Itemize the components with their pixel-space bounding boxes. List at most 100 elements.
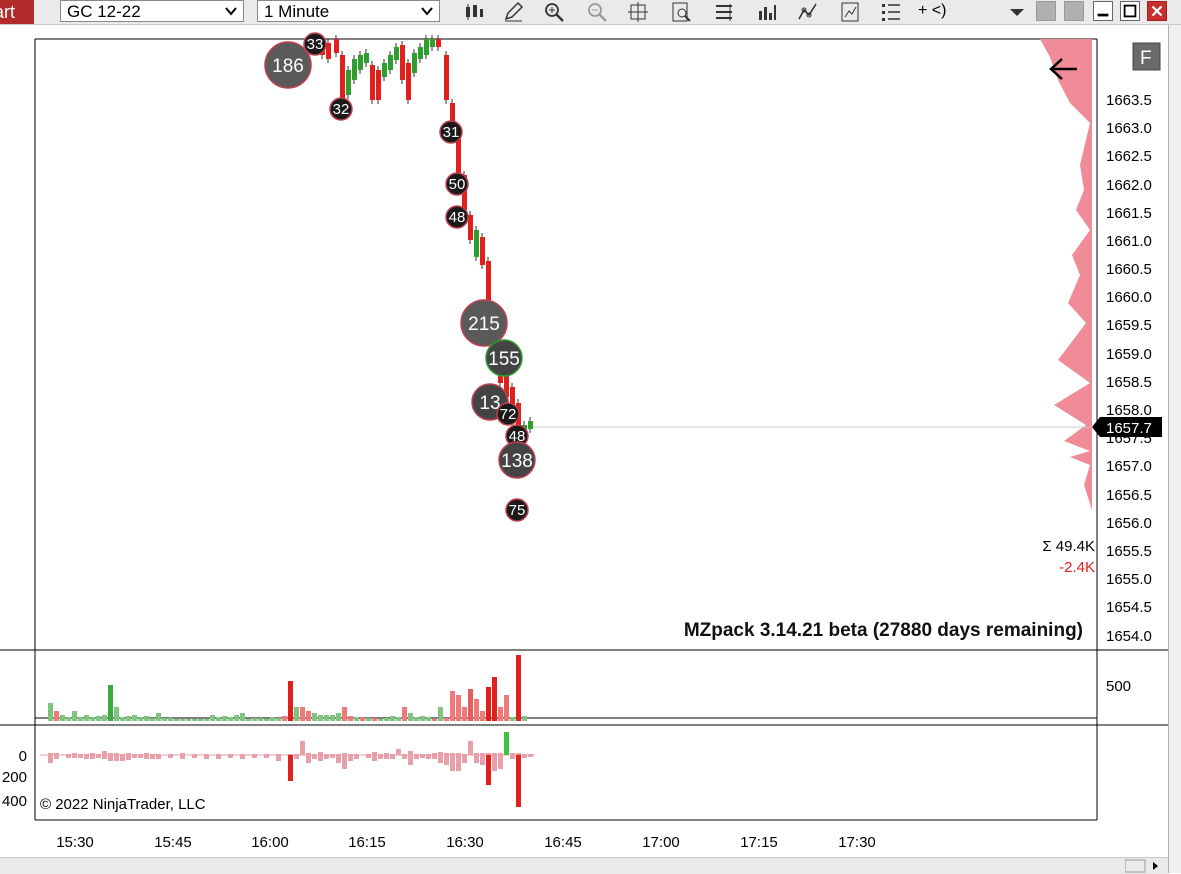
horizontal-scrollbar[interactable] bbox=[0, 857, 1168, 874]
flatten-button[interactable]: F bbox=[1132, 42, 1161, 71]
window-button-b[interactable] bbox=[1064, 1, 1084, 21]
bubble-label: 75 bbox=[509, 502, 526, 519]
crosshair-icon[interactable] bbox=[627, 1, 649, 23]
current-price-tag: 1657.7 bbox=[1092, 417, 1162, 437]
volume-bar bbox=[72, 711, 77, 721]
hot-keys-icon[interactable] bbox=[839, 1, 861, 23]
right-scroll-edge[interactable] bbox=[1168, 25, 1181, 873]
candle bbox=[412, 53, 417, 73]
close-icon[interactable] bbox=[1147, 1, 1167, 21]
strategies-icon[interactable] bbox=[756, 1, 778, 23]
delta-bar bbox=[516, 755, 521, 807]
volume-bar bbox=[498, 707, 503, 721]
delta-bar bbox=[354, 754, 359, 755]
delta-bar bbox=[318, 755, 323, 761]
price-tick-label: 1662.0 bbox=[1106, 177, 1152, 194]
candle bbox=[418, 47, 423, 59]
delta-bar bbox=[528, 754, 533, 755]
extra-tools-label[interactable]: + <) bbox=[918, 2, 947, 19]
volume-bar bbox=[102, 715, 107, 721]
volume-bar bbox=[480, 711, 485, 721]
volume-bar bbox=[402, 707, 407, 721]
delta-bar bbox=[54, 753, 59, 755]
delta-bar bbox=[264, 754, 269, 755]
delta-bar bbox=[390, 754, 395, 755]
chart-area[interactable]: 33 186 32 31 50 48 215 155 13 72 48 138 75 1663.5 16… bbox=[0, 25, 1168, 857]
delta-tick-label: 0 bbox=[19, 748, 27, 765]
delta-bar bbox=[498, 753, 503, 755]
minimize-icon[interactable] bbox=[1093, 1, 1113, 21]
delta-bar bbox=[84, 754, 89, 755]
delta-bar bbox=[276, 755, 281, 761]
delta-bar bbox=[102, 755, 107, 759]
volume-bar bbox=[450, 691, 455, 721]
current-price-label: 1657.7 bbox=[1106, 420, 1152, 437]
volume-bar bbox=[222, 716, 227, 721]
candle bbox=[346, 70, 351, 95]
delta-bar bbox=[408, 755, 413, 765]
delta-bar bbox=[96, 754, 101, 755]
delta-bar bbox=[498, 755, 503, 769]
delta-bar bbox=[126, 753, 131, 755]
bar-type-icon[interactable] bbox=[463, 1, 485, 23]
bubble-label: 32 bbox=[333, 101, 350, 118]
delta-bar bbox=[150, 754, 155, 755]
pencil-icon[interactable] bbox=[502, 1, 524, 23]
volume-bar bbox=[108, 685, 113, 721]
delta-bar bbox=[48, 753, 53, 755]
volume-bar bbox=[132, 715, 137, 721]
candle bbox=[424, 39, 429, 55]
delta-tick-label: 400 bbox=[2, 793, 27, 810]
volume-bar bbox=[492, 677, 497, 721]
delta-bar bbox=[66, 755, 71, 758]
instrument-selector[interactable]: GC 12-22 bbox=[60, 0, 244, 22]
volume-bar bbox=[150, 718, 155, 721]
delta-bar bbox=[426, 754, 431, 755]
time-tick-label: 17:30 bbox=[838, 834, 876, 851]
window-button-a[interactable] bbox=[1036, 1, 1056, 21]
volume-bar bbox=[366, 718, 371, 721]
volume-bar bbox=[234, 715, 239, 721]
delta-bar bbox=[414, 754, 419, 755]
delta-bar bbox=[348, 754, 353, 755]
order-flow-bubble bbox=[445, 172, 469, 196]
data-box-icon[interactable] bbox=[670, 1, 692, 23]
delta-bar bbox=[252, 755, 257, 758]
interval-selector[interactable]: 1 Minute bbox=[257, 0, 440, 22]
indicators-icon[interactable] bbox=[797, 1, 819, 23]
volume-bar bbox=[156, 713, 161, 721]
delta-bar bbox=[342, 753, 347, 755]
order-flow-bubble bbox=[264, 41, 312, 89]
volume-bar bbox=[120, 717, 125, 721]
volume-bar bbox=[294, 707, 299, 721]
delta-bar bbox=[312, 754, 317, 755]
zoom-out-icon[interactable] bbox=[586, 1, 608, 23]
delta-bar bbox=[90, 755, 95, 759]
volume-bar bbox=[444, 718, 449, 721]
time-tick-label: 15:30 bbox=[56, 834, 94, 851]
chevron-down-icon bbox=[225, 7, 237, 16]
volume-bar bbox=[186, 719, 191, 721]
menu-list-icon[interactable] bbox=[1006, 1, 1028, 23]
chart-trader-icon[interactable] bbox=[880, 1, 902, 23]
properties-icon[interactable] bbox=[713, 1, 735, 23]
volume-bar bbox=[336, 713, 341, 721]
delta-bar bbox=[378, 755, 383, 759]
volume-bar bbox=[66, 717, 71, 721]
maximize-icon[interactable] bbox=[1120, 1, 1140, 21]
order-flow-bubble bbox=[303, 32, 327, 56]
order-flow-bubble bbox=[485, 339, 523, 377]
delta-bar bbox=[216, 754, 221, 755]
delta-bar bbox=[138, 755, 143, 758]
delta-bar bbox=[294, 755, 299, 759]
chart-tab[interactable]: art bbox=[0, 0, 34, 24]
zoom-in-icon[interactable] bbox=[543, 1, 565, 23]
bubble-label: 186 bbox=[272, 56, 304, 77]
instrument-value: GC 12-22 bbox=[67, 2, 141, 21]
volume-bar bbox=[420, 716, 425, 721]
price-tick-label: 1654.0 bbox=[1106, 628, 1152, 645]
scroll-right-icon[interactable] bbox=[1125, 858, 1165, 874]
volume-bar bbox=[228, 717, 233, 721]
back-arrow-icon[interactable] bbox=[1049, 58, 1077, 80]
